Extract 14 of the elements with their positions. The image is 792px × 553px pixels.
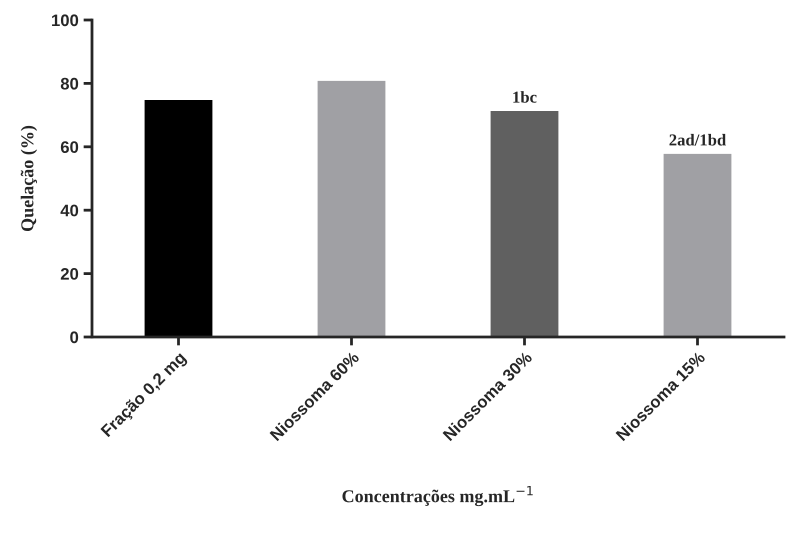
bar <box>489 110 560 337</box>
bar <box>316 80 387 337</box>
y-tick-label: 20 <box>60 268 78 280</box>
annotation: 1bc <box>513 91 537 103</box>
x-axis-title: Concentrações mg.mL$^{−1}$ <box>342 486 533 506</box>
y-tick-label: 80 <box>60 78 78 90</box>
y-tick-label: 60 <box>60 141 78 154</box>
y-tick-label: 100 <box>52 14 78 26</box>
y-tick-label: 0 <box>70 331 78 344</box>
bar <box>662 152 733 337</box>
annotation: 2ad/1bd <box>669 134 726 146</box>
y-tick-label: 40 <box>60 204 78 216</box>
y-axis-title: Quelação (%) <box>20 126 38 232</box>
bar <box>143 98 214 337</box>
